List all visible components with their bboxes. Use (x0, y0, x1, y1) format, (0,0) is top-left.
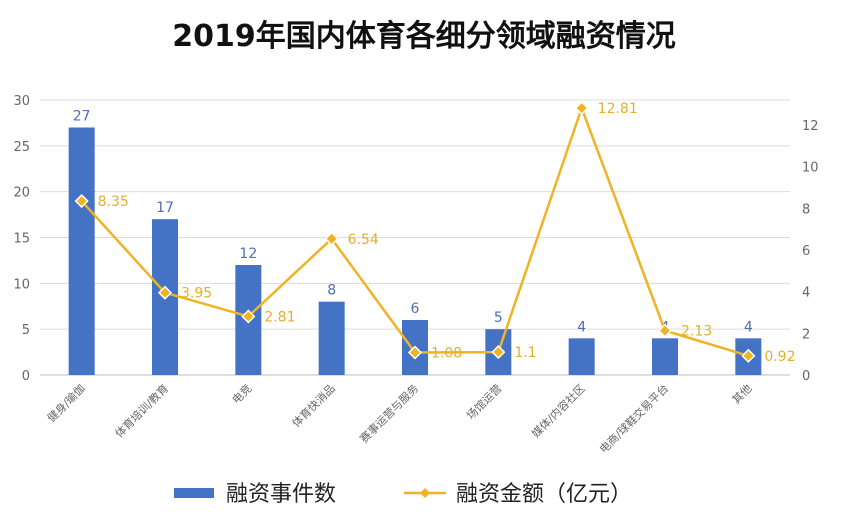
bar (318, 301, 345, 375)
category-label: 健身/瑜伽 (44, 381, 88, 425)
category-label: 赛事运营与服务 (357, 381, 421, 445)
left-tick-label: 15 (13, 232, 30, 247)
line-data-label: 2.13 (681, 324, 712, 340)
line-point (157, 285, 173, 300)
line-data-label: 1.08 (431, 346, 462, 362)
legend-bar-label: 融资事件数 (226, 482, 336, 507)
category-label: 体育快消品 (289, 381, 338, 430)
bar (568, 338, 595, 375)
line-point (741, 348, 756, 363)
line-data-label: 3.95 (181, 286, 212, 302)
category-labels: 健身/瑜伽 体育培训/教育 电竞 体育快消品 赛事运营与服务 场馆运营 媒体/内容社区 电商/… (44, 381, 754, 456)
line-data-label: 1.1 (514, 345, 536, 361)
category-label: 电商/球鞋交易平台 (596, 381, 671, 456)
line-point (324, 231, 339, 246)
left-tick-label: 5 (22, 323, 30, 338)
line-data-label: 6.54 (348, 232, 379, 248)
bar (652, 338, 678, 375)
bar-data-label: 4 (577, 319, 586, 335)
left-tick-label: 30 (13, 94, 30, 109)
line-point (574, 101, 589, 116)
line-point (74, 193, 89, 209)
line-data-label: 2.81 (264, 309, 295, 325)
right-tick-label: 8 (802, 202, 810, 217)
legend-bar-swatch (174, 488, 214, 498)
left-tick-label: 10 (13, 277, 30, 292)
right-tick-label: 10 (802, 161, 819, 176)
category-label: 其他 (730, 382, 755, 407)
category-label: 体育培训/教育 (112, 381, 171, 440)
category-label: 媒体/内容社区 (529, 381, 588, 440)
chart-title: 2019年国内体育各细分领域融资情况 (172, 19, 676, 54)
left-tick-label: 0 (22, 369, 30, 384)
right-tick-label: 0 (802, 369, 810, 384)
bar (68, 127, 95, 375)
left-tick-label: 20 (13, 186, 30, 201)
category-label: 场馆运营 (463, 381, 504, 422)
bar-data-label: 4 (744, 319, 753, 335)
bar-data-label: 27 (73, 109, 91, 125)
legend-line-marker (420, 488, 430, 498)
line-data-label: 0.92 (764, 349, 795, 365)
right-axis-ticks: 0 2 4 6 8 10 12 (802, 119, 819, 384)
line-data-label: 12.81 (598, 101, 638, 117)
bar-data-label: 8 (327, 283, 336, 299)
bar-series: 271712865444 (68, 109, 762, 375)
bar-data-label: 12 (239, 246, 257, 262)
category-label: 电竞 (229, 381, 254, 406)
bar-data-label: 17 (156, 200, 174, 216)
bar-data-label: 6 (411, 301, 420, 317)
line-series: 8.35 3.95 2.81 6.54 1.08 1.1 12.81 2.13 0.92 (74, 101, 796, 365)
line-path (80, 106, 749, 358)
line-point (657, 323, 673, 338)
line-point (491, 345, 506, 360)
legend-line-label: 融资金额（亿元） (456, 482, 632, 507)
right-tick-label: 12 (802, 119, 819, 134)
line-point (241, 309, 256, 324)
left-tick-label: 25 (13, 140, 30, 155)
right-tick-label: 4 (802, 286, 810, 301)
right-tick-label: 2 (802, 327, 810, 342)
legend: 融资事件数 融资金额（亿元） (174, 482, 632, 507)
line-data-label: 8.35 (98, 194, 129, 210)
right-tick-label: 6 (802, 244, 810, 259)
left-axis-ticks: 0 5 10 15 20 25 30 (13, 94, 30, 384)
line-point (407, 345, 423, 360)
bar-data-label: 5 (494, 310, 503, 326)
